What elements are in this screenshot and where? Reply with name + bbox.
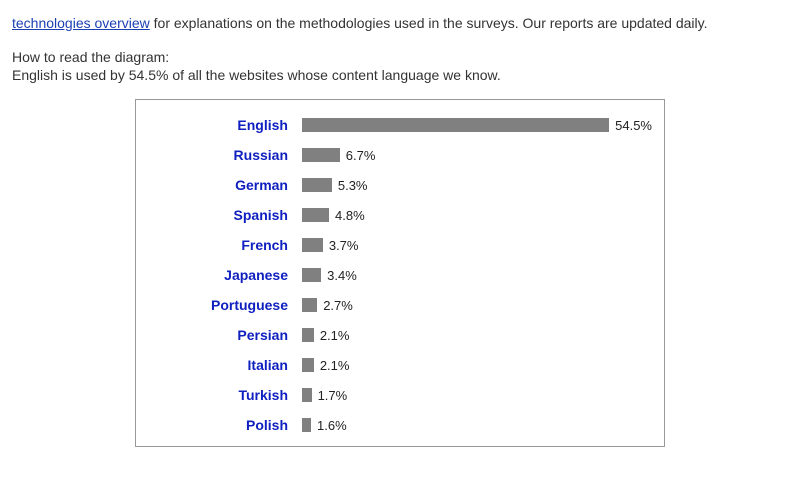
chart-row-value: 2.1% [320, 358, 350, 373]
intro-text: for explanations on the methodologies us… [150, 15, 708, 31]
chart-row: Italian 2.1% [148, 350, 652, 380]
chart-row-label: Persian [148, 327, 302, 343]
howto-line1: How to read the diagram: [12, 48, 788, 67]
chart-row-bar [302, 268, 321, 282]
chart-row-bar [302, 358, 314, 372]
chart-row-value: 2.1% [320, 328, 350, 343]
chart-row-barcell: 1.7% [302, 388, 652, 403]
chart-row: English 54.5% [148, 110, 652, 140]
chart-row-bar [302, 328, 314, 342]
chart-row: Persian 2.1% [148, 320, 652, 350]
chart-row-label: Turkish [148, 387, 302, 403]
chart-row-label: Japanese [148, 267, 302, 283]
chart-row-value: 1.6% [317, 418, 347, 433]
chart-row: Polish 1.6% [148, 410, 652, 440]
chart-row-label: Portuguese [148, 297, 302, 313]
chart-row-label: Spanish [148, 207, 302, 223]
chart-row-barcell: 2.7% [302, 298, 652, 313]
chart-row-value: 5.3% [338, 178, 368, 193]
chart-row-bar [302, 178, 332, 192]
chart-row: Turkish 1.7% [148, 380, 652, 410]
chart-row-bar [302, 148, 340, 162]
chart-row-bar [302, 418, 311, 432]
intro-paragraph: technologies overview for explanations o… [12, 14, 788, 34]
chart-row-barcell: 4.8% [302, 208, 652, 223]
chart-row-value: 2.7% [323, 298, 353, 313]
chart-row-barcell: 6.7% [302, 148, 652, 163]
chart-row-value: 3.4% [327, 268, 357, 283]
chart-row-label: Italian [148, 357, 302, 373]
chart-row-value: 6.7% [346, 148, 376, 163]
chart-row-value: 54.5% [615, 118, 652, 133]
language-usage-chart: English 54.5% Russian 6.7% German 5.3% Spanish… [135, 99, 665, 447]
chart-row-bar [302, 118, 609, 132]
chart-row-label: English [148, 117, 302, 133]
chart-row-barcell: 5.3% [302, 178, 652, 193]
chart-row: Japanese 3.4% [148, 260, 652, 290]
chart-row-label: German [148, 177, 302, 193]
chart-row-bar [302, 298, 317, 312]
page: technologies overview for explanations o… [0, 0, 800, 500]
chart-row: French 3.7% [148, 230, 652, 260]
chart-row-bar [302, 208, 329, 222]
chart-row-value: 1.7% [318, 388, 348, 403]
howto-line2: English is used by 54.5% of all the webs… [12, 66, 788, 85]
chart-row-barcell: 2.1% [302, 358, 652, 373]
chart-row-barcell: 2.1% [302, 328, 652, 343]
chart-row-barcell: 3.7% [302, 238, 652, 253]
chart-row: Spanish 4.8% [148, 200, 652, 230]
chart-row-value: 3.7% [329, 238, 359, 253]
howto-block: How to read the diagram: English is used… [12, 48, 788, 86]
chart-row-bar [302, 388, 312, 402]
chart-row-bar [302, 238, 323, 252]
chart-row-label: French [148, 237, 302, 253]
chart-row-barcell: 1.6% [302, 418, 652, 433]
chart-row: German 5.3% [148, 170, 652, 200]
chart-row-label: Polish [148, 417, 302, 433]
technologies-overview-link[interactable]: technologies overview [12, 15, 150, 31]
chart-row-barcell: 54.5% [302, 118, 652, 133]
chart-row-value: 4.8% [335, 208, 365, 223]
chart-row: Portuguese 2.7% [148, 290, 652, 320]
chart-row-barcell: 3.4% [302, 268, 652, 283]
chart-row: Russian 6.7% [148, 140, 652, 170]
chart-row-label: Russian [148, 147, 302, 163]
